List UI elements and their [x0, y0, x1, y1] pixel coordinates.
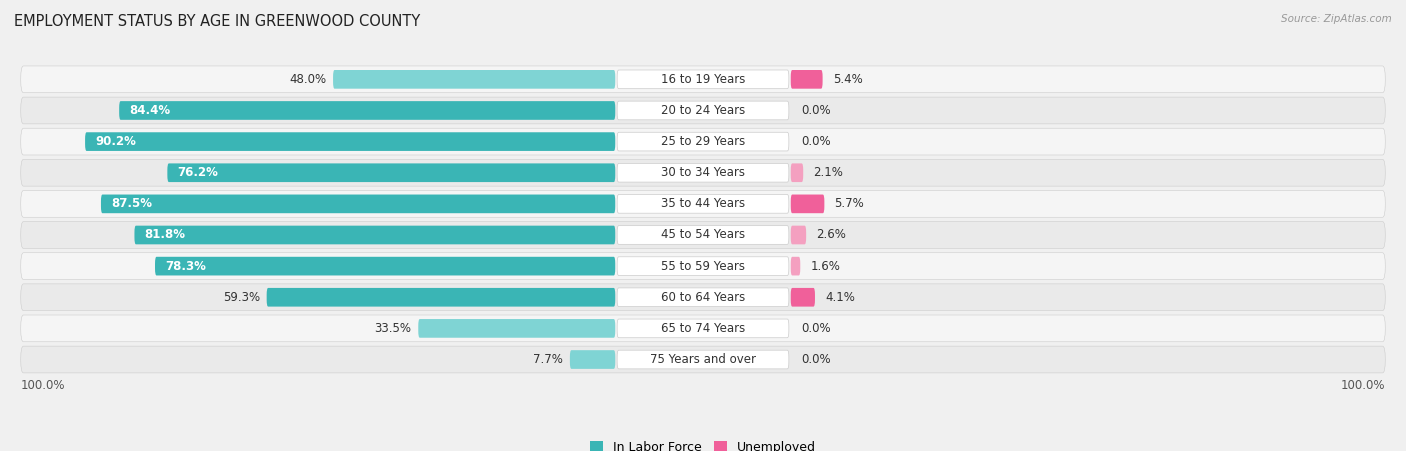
Text: 81.8%: 81.8%: [145, 229, 186, 241]
FancyBboxPatch shape: [120, 101, 616, 120]
FancyBboxPatch shape: [21, 128, 1385, 155]
FancyBboxPatch shape: [86, 132, 616, 151]
FancyBboxPatch shape: [617, 257, 789, 276]
FancyBboxPatch shape: [21, 253, 1385, 280]
FancyBboxPatch shape: [617, 163, 789, 182]
FancyBboxPatch shape: [333, 70, 616, 89]
FancyBboxPatch shape: [617, 70, 789, 89]
FancyBboxPatch shape: [569, 350, 616, 369]
Text: 84.4%: 84.4%: [129, 104, 170, 117]
FancyBboxPatch shape: [617, 226, 789, 244]
Text: 0.0%: 0.0%: [801, 322, 831, 335]
Text: 65 to 74 Years: 65 to 74 Years: [661, 322, 745, 335]
FancyBboxPatch shape: [167, 163, 616, 182]
Text: Source: ZipAtlas.com: Source: ZipAtlas.com: [1281, 14, 1392, 23]
FancyBboxPatch shape: [790, 194, 824, 213]
FancyBboxPatch shape: [617, 350, 789, 369]
Text: 100.0%: 100.0%: [1341, 379, 1385, 392]
Text: 0.0%: 0.0%: [801, 104, 831, 117]
FancyBboxPatch shape: [790, 257, 800, 276]
Text: 25 to 29 Years: 25 to 29 Years: [661, 135, 745, 148]
FancyBboxPatch shape: [21, 97, 1385, 124]
Text: 90.2%: 90.2%: [96, 135, 136, 148]
FancyBboxPatch shape: [617, 101, 789, 120]
Text: 33.5%: 33.5%: [374, 322, 412, 335]
Text: 59.3%: 59.3%: [224, 291, 260, 304]
Text: 45 to 54 Years: 45 to 54 Years: [661, 229, 745, 241]
FancyBboxPatch shape: [21, 284, 1385, 311]
Text: 100.0%: 100.0%: [21, 379, 65, 392]
FancyBboxPatch shape: [617, 288, 789, 307]
FancyBboxPatch shape: [21, 221, 1385, 249]
Text: 1.6%: 1.6%: [810, 260, 841, 273]
Text: 60 to 64 Years: 60 to 64 Years: [661, 291, 745, 304]
Text: 2.6%: 2.6%: [817, 229, 846, 241]
Text: 4.1%: 4.1%: [825, 291, 855, 304]
Text: 0.0%: 0.0%: [801, 353, 831, 366]
Text: 78.3%: 78.3%: [166, 260, 207, 273]
FancyBboxPatch shape: [790, 163, 803, 182]
FancyBboxPatch shape: [21, 66, 1385, 93]
FancyBboxPatch shape: [790, 288, 815, 307]
Text: 76.2%: 76.2%: [177, 166, 218, 179]
Text: 0.0%: 0.0%: [801, 135, 831, 148]
Text: 87.5%: 87.5%: [111, 198, 152, 210]
FancyBboxPatch shape: [21, 159, 1385, 186]
Text: 16 to 19 Years: 16 to 19 Years: [661, 73, 745, 86]
Text: 20 to 24 Years: 20 to 24 Years: [661, 104, 745, 117]
Text: 55 to 59 Years: 55 to 59 Years: [661, 260, 745, 273]
Text: 7.7%: 7.7%: [533, 353, 564, 366]
Text: 35 to 44 Years: 35 to 44 Years: [661, 198, 745, 210]
FancyBboxPatch shape: [617, 319, 789, 338]
Text: 5.4%: 5.4%: [832, 73, 862, 86]
FancyBboxPatch shape: [101, 194, 616, 213]
Text: 5.7%: 5.7%: [834, 198, 865, 210]
FancyBboxPatch shape: [617, 194, 789, 213]
FancyBboxPatch shape: [418, 319, 616, 338]
FancyBboxPatch shape: [21, 315, 1385, 342]
FancyBboxPatch shape: [21, 190, 1385, 217]
Legend: In Labor Force, Unemployed: In Labor Force, Unemployed: [591, 441, 815, 451]
Text: 75 Years and over: 75 Years and over: [650, 353, 756, 366]
FancyBboxPatch shape: [21, 346, 1385, 373]
FancyBboxPatch shape: [790, 226, 806, 244]
FancyBboxPatch shape: [267, 288, 616, 307]
Text: 30 to 34 Years: 30 to 34 Years: [661, 166, 745, 179]
FancyBboxPatch shape: [155, 257, 616, 276]
Text: 2.1%: 2.1%: [813, 166, 844, 179]
FancyBboxPatch shape: [135, 226, 616, 244]
Text: 48.0%: 48.0%: [290, 73, 326, 86]
FancyBboxPatch shape: [617, 132, 789, 151]
Text: EMPLOYMENT STATUS BY AGE IN GREENWOOD COUNTY: EMPLOYMENT STATUS BY AGE IN GREENWOOD CO…: [14, 14, 420, 28]
FancyBboxPatch shape: [790, 70, 823, 89]
